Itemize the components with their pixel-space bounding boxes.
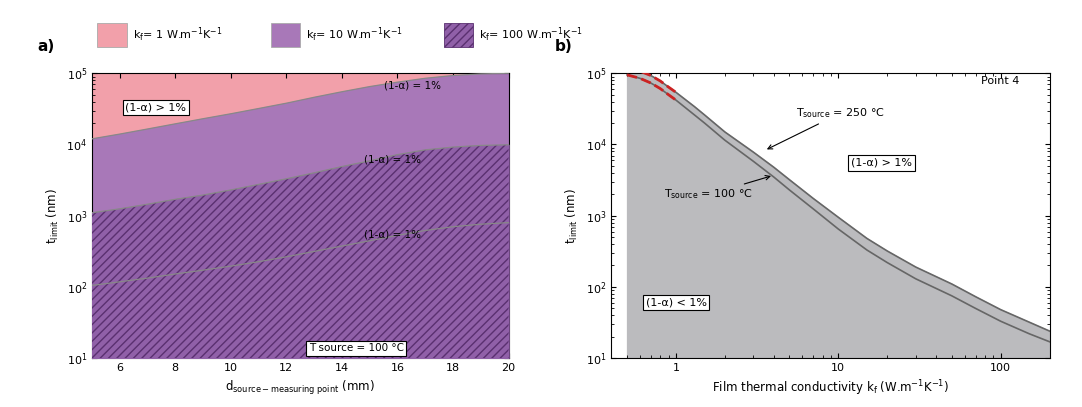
- Text: (1-α) > 1%: (1-α) > 1%: [852, 158, 912, 168]
- Bar: [444, 23, 473, 46]
- Y-axis label: $t_{limit}$ (nm): $t_{limit}$ (nm): [564, 188, 580, 244]
- Text: (1-α) = 1%: (1-α) = 1%: [383, 80, 440, 90]
- Text: (1-α) < 1%: (1-α) < 1%: [646, 298, 707, 307]
- Text: $T_{source}$ = 250 °C: $T_{source}$ = 250 °C: [768, 106, 885, 149]
- Text: (1-α) = 1%: (1-α) = 1%: [365, 230, 421, 240]
- Text: $k_f$= 1 W.m$^{-1}$K$^{-1}$: $k_f$= 1 W.m$^{-1}$K$^{-1}$: [133, 26, 222, 44]
- Text: Point 4: Point 4: [980, 76, 1019, 86]
- Text: $k_f$= 100 W.m$^{-1}$K$^{-1}$: $k_f$= 100 W.m$^{-1}$K$^{-1}$: [478, 26, 583, 44]
- Text: (1-α) > 1%: (1-α) > 1%: [126, 103, 186, 112]
- X-axis label: $d_{source-measuring\ point}$ (mm): $d_{source-measuring\ point}$ (mm): [225, 379, 375, 396]
- Text: $k_f$= 10 W.m$^{-1}$K$^{-1}$: $k_f$= 10 W.m$^{-1}$K$^{-1}$: [305, 26, 403, 44]
- Bar: [97, 23, 128, 46]
- Text: (1-α) = 1%: (1-α) = 1%: [365, 155, 421, 165]
- Text: b): b): [554, 39, 572, 54]
- Text: T source = 100 °C: T source = 100 °C: [308, 343, 404, 353]
- Bar: [270, 23, 300, 46]
- X-axis label: Film thermal conductivity $k_f$ (W.m$^{-1}$K$^{-1}$): Film thermal conductivity $k_f$ (W.m$^{-…: [712, 379, 949, 398]
- Text: a): a): [38, 39, 55, 54]
- Text: $T_{source}$ = 100 °C: $T_{source}$ = 100 °C: [664, 175, 769, 201]
- Y-axis label: $t_{limit}$ (nm): $t_{limit}$ (nm): [44, 188, 61, 244]
